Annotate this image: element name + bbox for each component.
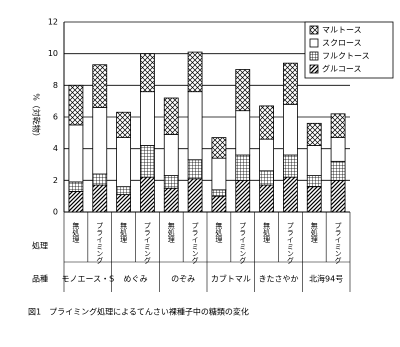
bar-segment bbox=[163, 134, 179, 176]
bar-segment bbox=[211, 189, 227, 197]
y-tick-label: 10 bbox=[48, 49, 58, 58]
y-tick-label: 6 bbox=[53, 113, 58, 122]
y-axis-label: %（対乾物） bbox=[32, 93, 42, 141]
bar-segment bbox=[330, 113, 346, 138]
x-tick-label: プライミング bbox=[239, 222, 247, 264]
bar-segment bbox=[187, 178, 203, 213]
bar-segment bbox=[259, 184, 274, 213]
x-tick-label: プライミング bbox=[191, 222, 199, 264]
bar-segment bbox=[92, 107, 108, 175]
x-tick-label: プライミング bbox=[96, 222, 104, 264]
row-label: 処理 bbox=[32, 241, 48, 251]
group-label: きたさやか bbox=[259, 275, 299, 284]
group-label: のぞみ bbox=[171, 275, 195, 284]
bar-segment bbox=[163, 97, 179, 135]
bar-segment bbox=[330, 160, 346, 181]
y-tick-label: 0 bbox=[53, 208, 58, 217]
bar-segment bbox=[283, 176, 298, 213]
bar-segment bbox=[235, 179, 251, 213]
bar-segment bbox=[306, 145, 322, 176]
bar-segment bbox=[283, 62, 298, 105]
bar-segment bbox=[187, 51, 203, 93]
bar-segment bbox=[235, 69, 251, 112]
legend-swatch bbox=[309, 38, 319, 48]
bar-segment bbox=[211, 195, 227, 213]
x-tick-label: プライミング bbox=[143, 222, 151, 264]
bar-segment bbox=[116, 111, 131, 138]
bar-segment bbox=[163, 187, 179, 213]
bar-segment bbox=[68, 124, 84, 183]
legend-swatch bbox=[309, 51, 319, 61]
row-label: 品種 bbox=[32, 274, 48, 284]
bar-segment bbox=[306, 186, 322, 213]
bar-segment bbox=[235, 154, 251, 181]
bar-segment bbox=[116, 186, 131, 195]
bar-segment bbox=[330, 179, 346, 213]
legend-label: マルトース bbox=[322, 26, 362, 35]
bar-segment bbox=[211, 137, 227, 159]
bar-segment bbox=[283, 154, 298, 178]
x-tick-label: 無処理 bbox=[263, 221, 271, 243]
bar-segment bbox=[140, 176, 155, 213]
y-tick-label: 4 bbox=[53, 144, 58, 153]
bar-segment bbox=[306, 175, 322, 188]
bar-segment bbox=[187, 91, 203, 161]
x-tick-label: 無処理 bbox=[310, 221, 318, 243]
bar-segment bbox=[306, 122, 322, 146]
y-tick-label: 12 bbox=[48, 18, 58, 27]
bar-segment bbox=[68, 181, 84, 192]
bar-segment bbox=[116, 137, 131, 188]
legend-box bbox=[304, 21, 394, 79]
bar-segment bbox=[330, 137, 346, 162]
bar-segment bbox=[283, 103, 298, 156]
x-tick-label: プライミング bbox=[286, 222, 294, 264]
x-tick-label: プライミング bbox=[334, 222, 342, 264]
legend-label: フルクトース bbox=[322, 52, 370, 61]
bar-segment bbox=[68, 191, 84, 213]
bar-segment bbox=[140, 53, 155, 93]
bar-segment bbox=[92, 184, 108, 213]
bar-segment bbox=[163, 175, 179, 189]
bar-segment bbox=[235, 110, 251, 156]
x-tick-label: 無処理 bbox=[72, 221, 80, 243]
chart-title: 図1 プライミング処理によるてんさい裸種子中の糖類の変化 bbox=[28, 307, 249, 317]
group-label: モノエース・S bbox=[61, 275, 114, 284]
bar-segment bbox=[211, 157, 227, 191]
bar-segment bbox=[259, 105, 274, 140]
bar-segment bbox=[187, 159, 203, 180]
y-tick-label: 8 bbox=[53, 81, 58, 90]
x-tick-label: 無処理 bbox=[167, 221, 175, 243]
bar-segment bbox=[116, 194, 131, 213]
bar-segment bbox=[92, 64, 108, 108]
x-tick-label: 無処理 bbox=[215, 221, 223, 243]
legend-swatch bbox=[309, 25, 319, 35]
bar-segment bbox=[68, 84, 84, 126]
bar-segment bbox=[140, 91, 155, 146]
y-tick-label: 2 bbox=[53, 176, 58, 185]
bar-segment bbox=[259, 170, 274, 186]
group-label: 北海94号 bbox=[309, 274, 343, 284]
legend-label: スクロース bbox=[322, 39, 362, 48]
bar-segment bbox=[259, 138, 274, 172]
legend-swatch bbox=[309, 64, 319, 74]
group-label: カブトマル bbox=[211, 274, 251, 284]
x-tick-label: 無処理 bbox=[120, 221, 128, 243]
group-label: めぐみ bbox=[123, 275, 147, 284]
bar-segment bbox=[92, 173, 108, 186]
bar-segment bbox=[140, 145, 155, 178]
legend-label: グルコース bbox=[322, 64, 361, 74]
